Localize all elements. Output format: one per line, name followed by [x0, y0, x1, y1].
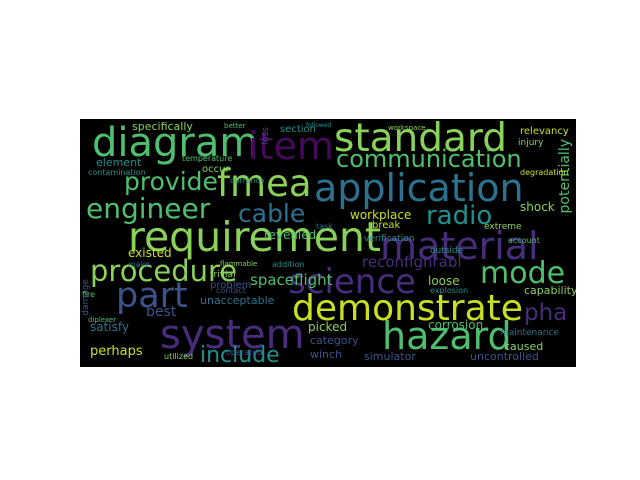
word-loss: loss [261, 127, 271, 145]
word-shock: shock [520, 200, 555, 214]
word-verification: verification [364, 234, 415, 244]
word-followed: followed [306, 122, 332, 129]
word-application: application [314, 166, 524, 210]
word-pha: pha [524, 300, 568, 326]
word-problem: problem [210, 280, 252, 291]
word-degradation: degradation [520, 168, 569, 177]
word-make: make [128, 260, 150, 269]
word-unacceptable: unacceptable [200, 294, 275, 307]
word-task: task [316, 222, 333, 231]
word-extreme: extreme [484, 222, 522, 232]
word-reconfignrabl: reconfignrabl [362, 253, 462, 271]
word-communication: communication [336, 145, 522, 173]
word-fire: fire [82, 290, 96, 299]
word-cable: cable [238, 199, 306, 228]
word-spaceflight: spaceflight [250, 271, 333, 289]
word-part: part [116, 276, 188, 316]
word-workspace: workspace [388, 124, 426, 132]
word-uncontrolled: uncontrolled [470, 350, 539, 363]
word-workplace: workplace [350, 208, 412, 222]
word-material: material [380, 224, 539, 268]
word-injury: injury [518, 138, 544, 148]
word-outside: outside [430, 246, 464, 256]
word-trivial: trivial [210, 270, 236, 280]
word-temperature: temperature [182, 154, 233, 163]
word-currency: currency [230, 176, 265, 185]
word-requirement: requirement [128, 213, 381, 261]
word-loose: loose [428, 274, 460, 288]
word-revealed: revealed [264, 228, 317, 242]
word-specifically: specifically [132, 120, 193, 133]
word-hazard: hazard [382, 314, 512, 358]
word-best: best [146, 304, 177, 320]
word-break: break [372, 220, 401, 231]
word-science: science [288, 262, 416, 302]
word-engineer: engineer [86, 192, 211, 225]
word-radio: radio [426, 201, 493, 231]
word-corrosion: corrosion [428, 318, 484, 332]
word-relevancy: relevancy [520, 126, 569, 137]
word-caused: caused [504, 340, 544, 353]
word-perhaps: perhaps [90, 344, 143, 359]
word-cloud: standard diagram item communication prov… [80, 119, 576, 367]
word-system: system [160, 312, 305, 358]
word-mode: mode [480, 256, 566, 291]
word-diagram: diagram [92, 120, 259, 166]
word-satisfy: satisfy [90, 320, 130, 334]
word-fmea: fmea [217, 162, 312, 205]
word-capability: capability [524, 284, 576, 297]
word-addition: addition [272, 260, 305, 269]
word-include: include [200, 343, 280, 367]
word-maintenance: maintenance [500, 328, 559, 338]
word-better: better [224, 122, 246, 130]
word-simulator: simulator [364, 350, 416, 363]
word-utilized: utilized [164, 352, 194, 361]
word-element: element [96, 156, 142, 169]
word-diplexer: diplexer [88, 316, 117, 324]
word-existed: existed [128, 246, 172, 260]
word-winch: winch [310, 348, 343, 361]
word-standard: standard [334, 119, 507, 161]
word-contact: contact [216, 286, 246, 295]
word-section: section [280, 124, 317, 135]
word-provide: provide [124, 167, 218, 196]
word-explosion: explosion [430, 286, 469, 295]
word-account: account [508, 236, 540, 245]
word-contamination: contamination [88, 168, 146, 177]
word-item: item [248, 124, 334, 168]
word-picked: picked [308, 320, 348, 334]
word-occur: occur [202, 164, 230, 175]
word-flammable: flammable [220, 260, 258, 268]
word-demonstrate: demonstrate [292, 288, 523, 329]
word-procedure: procedure [90, 254, 238, 288]
word-category: category [310, 334, 359, 347]
word-operated: operated [226, 348, 263, 357]
